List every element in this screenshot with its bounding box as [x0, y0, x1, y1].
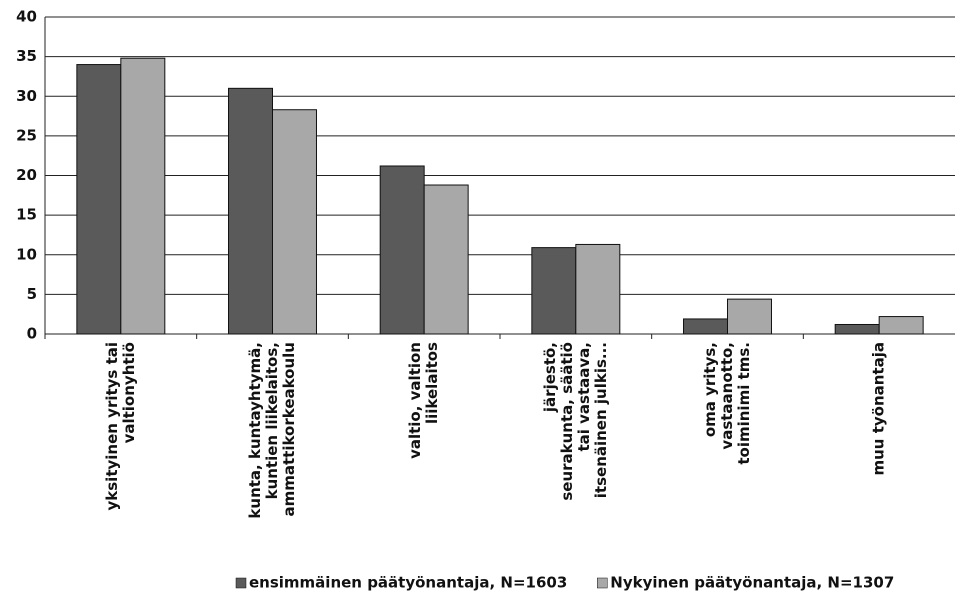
- x-tick-label: ammattikorkeakoulu: [280, 342, 298, 517]
- bar: [834, 323, 880, 335]
- x-tick-label: seurakunta, säätiö: [558, 342, 576, 501]
- x-tick-label: valtionyhtiö: [120, 342, 138, 443]
- x-tick-label: itsenäinen julkis...: [592, 342, 610, 498]
- x-tick-label: vastaanotto,: [718, 342, 736, 450]
- bar: [683, 318, 728, 335]
- bar: [423, 184, 469, 335]
- x-tick-label: kuntien liikelaitos,: [263, 342, 281, 499]
- y-tick-label: 0: [27, 325, 37, 343]
- bar: [379, 165, 425, 335]
- x-tick-label: muu työnantaja: [870, 342, 888, 476]
- y-tick-label: 20: [16, 166, 37, 184]
- x-tick-label: yksityinen yritys tai: [103, 342, 121, 511]
- bar: [531, 247, 577, 335]
- x-tick-label: kunta, kuntayhtymä,: [246, 342, 264, 519]
- y-tick-label: 30: [16, 87, 37, 105]
- legend-swatch: [235, 577, 247, 589]
- bar: [76, 64, 122, 335]
- y-tick-label: 5: [27, 285, 37, 303]
- bar: [272, 109, 317, 335]
- x-tick-label: toiminimi tms.: [735, 342, 753, 465]
- bar: [120, 57, 166, 335]
- x-tick-label: järjestö,: [541, 342, 559, 413]
- y-tick-label: 15: [16, 206, 37, 224]
- legend-label: ensimmäinen päätyönantaja, N=1603: [249, 574, 567, 592]
- y-tick-label: 40: [16, 8, 37, 26]
- x-tick-label: tai vastaava,: [575, 342, 593, 452]
- y-tick-label: 35: [16, 47, 37, 65]
- legend-label: Nykyinen päätyönantaja, N=1307: [610, 574, 894, 592]
- x-tick-label: valtio, valtion: [406, 342, 424, 459]
- x-tick-label: liikelaitos: [423, 342, 441, 424]
- y-tick-label: 10: [16, 245, 37, 263]
- x-tick-label: oma yritys,: [701, 342, 719, 437]
- legend-swatch: [597, 577, 608, 589]
- bar: [878, 316, 924, 335]
- y-tick-label: 25: [16, 126, 37, 144]
- bar: [228, 87, 273, 335]
- bar: [575, 243, 621, 335]
- bar: [727, 298, 772, 335]
